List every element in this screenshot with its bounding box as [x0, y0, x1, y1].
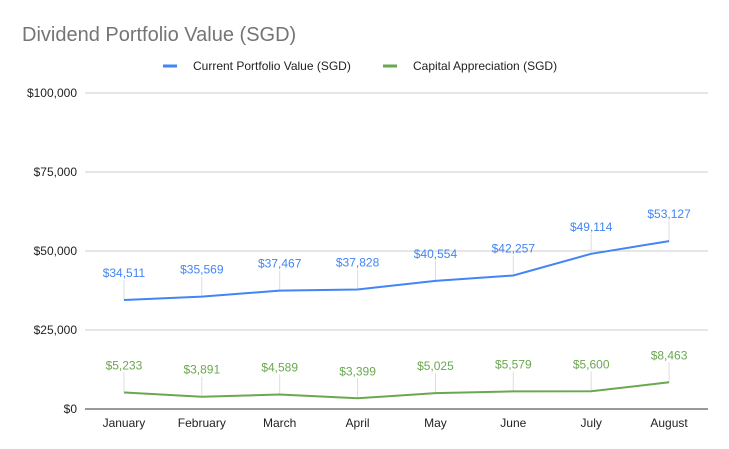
chart-title: Dividend Portfolio Value (SGD) — [22, 24, 296, 46]
data-label: $5,025 — [417, 359, 454, 373]
legend-label: Capital Appreciation (SGD) — [413, 59, 557, 73]
series-0: $34,511 $35,569 $37,467 $37,828 $40,554 $42,2… — [103, 207, 691, 301]
x-tick-label: January — [103, 416, 146, 430]
gridlines — [85, 92, 708, 410]
x-tick-label: July — [581, 416, 602, 430]
y-tick-label: $0 — [64, 402, 78, 416]
x-tick-label: August — [650, 416, 688, 430]
data-label: $5,233 — [106, 358, 143, 372]
x-tick-label: March — [263, 416, 296, 430]
x-tick-label: February — [178, 416, 226, 430]
data-label: $49,114 — [570, 220, 613, 234]
series-1: $5,233 $3,891 $4,589 $3,399 $5,025 $5,579 $5,6… — [106, 348, 688, 400]
x-tick-label: May — [424, 416, 447, 430]
data-label: $8,463 — [651, 348, 688, 362]
data-label: $40,554 — [414, 247, 458, 261]
y-tick-label: $75,000 — [34, 165, 78, 179]
data-label: $3,399 — [339, 364, 376, 378]
data-label: $5,579 — [495, 357, 532, 371]
data-label: $37,467 — [258, 257, 302, 271]
series-line — [123, 240, 670, 301]
y-tick-label: $50,000 — [34, 244, 78, 258]
x-tick-label: June — [500, 416, 526, 430]
x-axis: January February March April May June July Augu… — [103, 416, 689, 430]
data-label: $53,127 — [647, 207, 691, 221]
data-label: $34,511 — [103, 266, 146, 280]
data-label: $3,891 — [183, 363, 220, 377]
y-tick-label: $25,000 — [34, 323, 78, 337]
x-tick-label: April — [346, 416, 370, 430]
data-label: $42,257 — [492, 241, 536, 255]
legend-label: Current Portfolio Value (SGD) — [193, 59, 351, 73]
series-group: $34,511 $35,569 $37,467 $37,828 $40,554 $42,2… — [103, 207, 691, 400]
legend: Current Portfolio Value (SGD) Capital App… — [163, 59, 557, 73]
data-label: $5,600 — [573, 357, 610, 371]
data-label: $35,569 — [180, 263, 224, 277]
data-label: $4,589 — [261, 360, 298, 374]
series-line — [123, 381, 670, 400]
y-tick-label: $100,000 — [27, 86, 77, 100]
y-axis: $0 $25,000 $50,000 $75,000 $100,000 — [27, 86, 77, 416]
data-label: $37,828 — [336, 255, 380, 269]
